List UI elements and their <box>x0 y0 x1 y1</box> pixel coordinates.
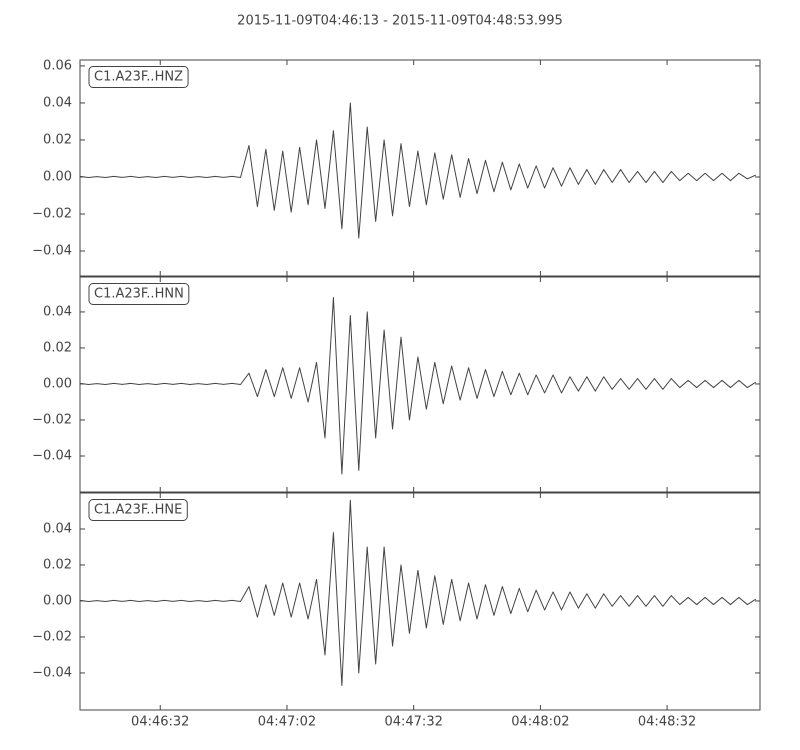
y-tick-label: 0.00 <box>43 169 72 184</box>
y-tick-label: 0.04 <box>43 304 72 319</box>
x-tick-label: 04:46:32 <box>131 715 189 730</box>
y-tick-label: 0.02 <box>43 340 72 355</box>
x-tick-label: 04:48:32 <box>638 715 696 730</box>
y-tick-label: −0.02 <box>32 629 72 644</box>
y-tick-label: −0.04 <box>32 665 72 680</box>
y-tick-label: −0.04 <box>32 244 72 259</box>
y-tick-label: 0.06 <box>43 58 72 73</box>
y-tick-label: 0.02 <box>43 557 72 572</box>
y-tick-label: −0.04 <box>32 448 72 463</box>
trace-label: C1.A23F..HNZ <box>94 70 183 85</box>
trace-label-box <box>88 66 189 88</box>
waveform <box>79 102 757 239</box>
x-tick-label: 04:48:02 <box>511 715 569 730</box>
trace-label: C1.A23F..HNN <box>94 287 184 302</box>
y-tick-label: −0.02 <box>32 412 72 427</box>
plot-frame <box>79 276 761 493</box>
x-tick-label: 04:47:02 <box>258 715 316 730</box>
y-tick-label: 0.04 <box>43 521 72 536</box>
y-tick-label: 0.00 <box>43 593 72 608</box>
y-tick-label: −0.02 <box>32 206 72 221</box>
trace-label-box <box>88 283 190 305</box>
waveform <box>79 297 757 475</box>
y-tick-label: 0.02 <box>43 132 72 147</box>
waveform <box>79 499 757 687</box>
plot-frame <box>79 59 761 277</box>
x-tick-label: 04:47:32 <box>384 715 442 730</box>
trace-label: C1.A23F..HNE <box>94 503 182 518</box>
trace-label-box <box>88 499 188 521</box>
plot-frame <box>79 492 761 711</box>
y-tick-label: 0.04 <box>43 95 72 110</box>
chart-title: 2015-11-09T04:46:13 - 2015-11-09T04:48:5… <box>237 14 563 29</box>
y-tick-label: 0.00 <box>43 376 72 391</box>
